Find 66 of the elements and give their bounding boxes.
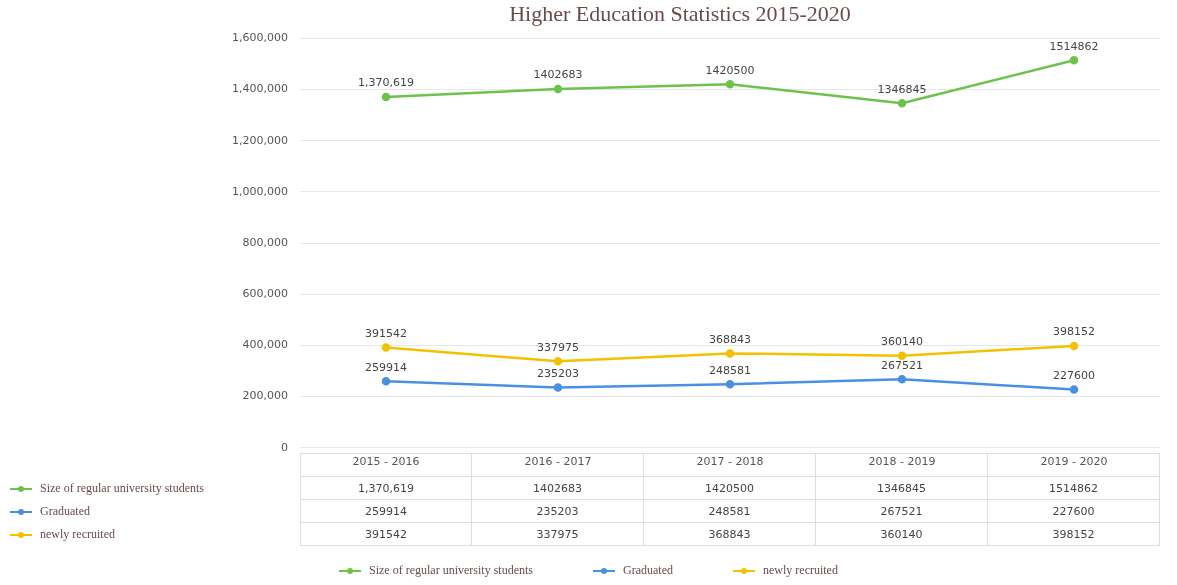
text: 368843 <box>709 332 751 346</box>
point <box>725 349 735 358</box>
x-tick-label: 2017 - 2018 <box>696 455 764 469</box>
legend-label: Size of regular university students <box>39 480 204 497</box>
data-label: 1514862 <box>988 477 1160 500</box>
text: 1346845 <box>877 82 927 96</box>
x-tick-label: 2015 - 2016 <box>352 455 420 469</box>
point <box>725 379 735 389</box>
text: newly recruited <box>40 527 115 541</box>
data-label: 337975 <box>472 523 644 546</box>
text: 259914 <box>365 360 407 374</box>
data-label: 391542 <box>300 523 472 546</box>
text: 248581 <box>709 363 751 377</box>
data-label: 248581 <box>644 500 816 523</box>
text: 391542 <box>365 326 407 340</box>
y-tick-label: 0 <box>281 440 288 454</box>
point <box>553 357 563 366</box>
y-tick-label: 1,400,000 <box>232 82 288 96</box>
data-label: 368843 <box>644 523 816 546</box>
data-label: 360140 <box>816 523 988 546</box>
point <box>725 80 735 89</box>
data-label: 227600 <box>988 500 1160 523</box>
y-tick-label: 1,600,000 <box>232 31 288 45</box>
y-tick-label: 200,000 <box>242 389 288 403</box>
point <box>897 351 907 360</box>
point <box>381 343 391 352</box>
legend-label: Graduated <box>622 563 673 578</box>
text: 1420500 <box>705 63 755 77</box>
x-tick-label: 2018 - 2019 <box>868 455 936 469</box>
text: 398152 <box>1053 325 1095 339</box>
text: Graduated <box>40 504 90 518</box>
y-tick-label: 600,000 <box>242 287 288 301</box>
y-tick-label: 1,200,000 <box>232 133 288 147</box>
text: 1514862 <box>1049 39 1099 53</box>
text: 337975 <box>537 340 579 354</box>
text: 235203 <box>537 366 579 380</box>
text: 267521 <box>881 358 923 372</box>
y-tick-label: 400,000 <box>242 338 288 352</box>
data-label: 1,370,619 <box>300 477 472 500</box>
point <box>553 383 563 392</box>
y-tick-label: 800,000 <box>242 235 288 249</box>
data-label: 1346845 <box>816 477 988 500</box>
point <box>1069 341 1079 351</box>
point <box>553 84 563 94</box>
chart-title: Higher Education Statistics 2015-2020 <box>509 0 851 26</box>
data-label: 398152 <box>988 523 1160 546</box>
data-label: 259914 <box>300 500 472 523</box>
y-tick-label: 1,000,000 <box>232 184 288 198</box>
text: 1,370,619 <box>358 76 414 90</box>
legend-label: newly recruited <box>762 563 838 578</box>
point <box>381 377 391 386</box>
point <box>381 92 391 102</box>
x-tick-label: 2019 - 2020 <box>1040 455 1108 469</box>
text: Size of regular university students <box>369 563 533 577</box>
point <box>897 375 907 384</box>
text: 227600 <box>1053 368 1095 382</box>
point <box>1069 55 1079 65</box>
text: 1402683 <box>533 68 583 82</box>
data-label: 267521 <box>816 500 988 523</box>
x-tick-label: 2016 - 2017 <box>524 455 592 469</box>
data-label: 1402683 <box>472 477 644 500</box>
point <box>1069 385 1079 394</box>
text: 360140 <box>881 335 923 349</box>
data-label: 1420500 <box>644 477 816 500</box>
data-label: 235203 <box>472 500 644 523</box>
point <box>897 98 907 108</box>
